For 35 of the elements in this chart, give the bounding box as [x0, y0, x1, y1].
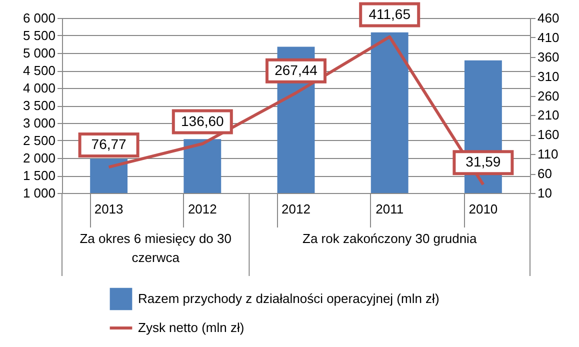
y2-tick-label: 260 [538, 88, 560, 104]
y-tick-label: 5 000 [22, 46, 56, 60]
y2-tick-label: 60 [538, 166, 552, 182]
legend-label: Razem przychody z działalności operacyjnej (mln zł) [138, 291, 440, 306]
y2-tick-label: 460 [538, 10, 560, 26]
y-tick-label: 6 000 [22, 10, 56, 26]
y-tick-label: 2 500 [22, 133, 56, 148]
legend-label: Zysk netto (mln zł) [138, 320, 244, 335]
x-tick-label: 2012 [282, 202, 310, 216]
y2-tick-label: 310 [538, 68, 560, 84]
x-tick-label: 2013 [94, 202, 124, 216]
x-tick-label: 2010 [468, 202, 498, 216]
y-tick-label: 4 500 [22, 63, 56, 78]
y-tick-label: 1 500 [22, 168, 56, 183]
y2-tick-label: 10 [538, 186, 552, 200]
y-tick-label: 1 000 [22, 186, 56, 200]
text: Za okres 6 miesięcy do 30 czerwca [80, 231, 232, 265]
y-tick-label: 4 000 [22, 80, 56, 96]
data-label: 136,60 [180, 112, 224, 129]
y-tick-label: 5 500 [22, 28, 56, 43]
y-tick-label: 3 500 [22, 98, 56, 113]
data-label: 31,59 [466, 154, 501, 170]
y-tick-label: 3 000 [22, 116, 56, 130]
data-label: 76,77 [91, 136, 127, 152]
y2-tick-label: 360 [538, 49, 560, 64]
x-tick-label: 2012 [188, 202, 217, 216]
y2-tick-label: 210 [538, 108, 560, 123]
data-label: 411,65 [368, 6, 411, 22]
data-label: 267,44 [274, 62, 318, 78]
text: Za rok zakończony 30 grudnia [302, 231, 478, 246]
x-tick-label: 2011 [376, 202, 404, 216]
y2-tick-label: 110 [538, 146, 558, 162]
y2-tick-label: 160 [538, 127, 560, 142]
y2-tick-label: 410 [538, 30, 560, 45]
y-tick-label: 2 000 [22, 150, 56, 166]
